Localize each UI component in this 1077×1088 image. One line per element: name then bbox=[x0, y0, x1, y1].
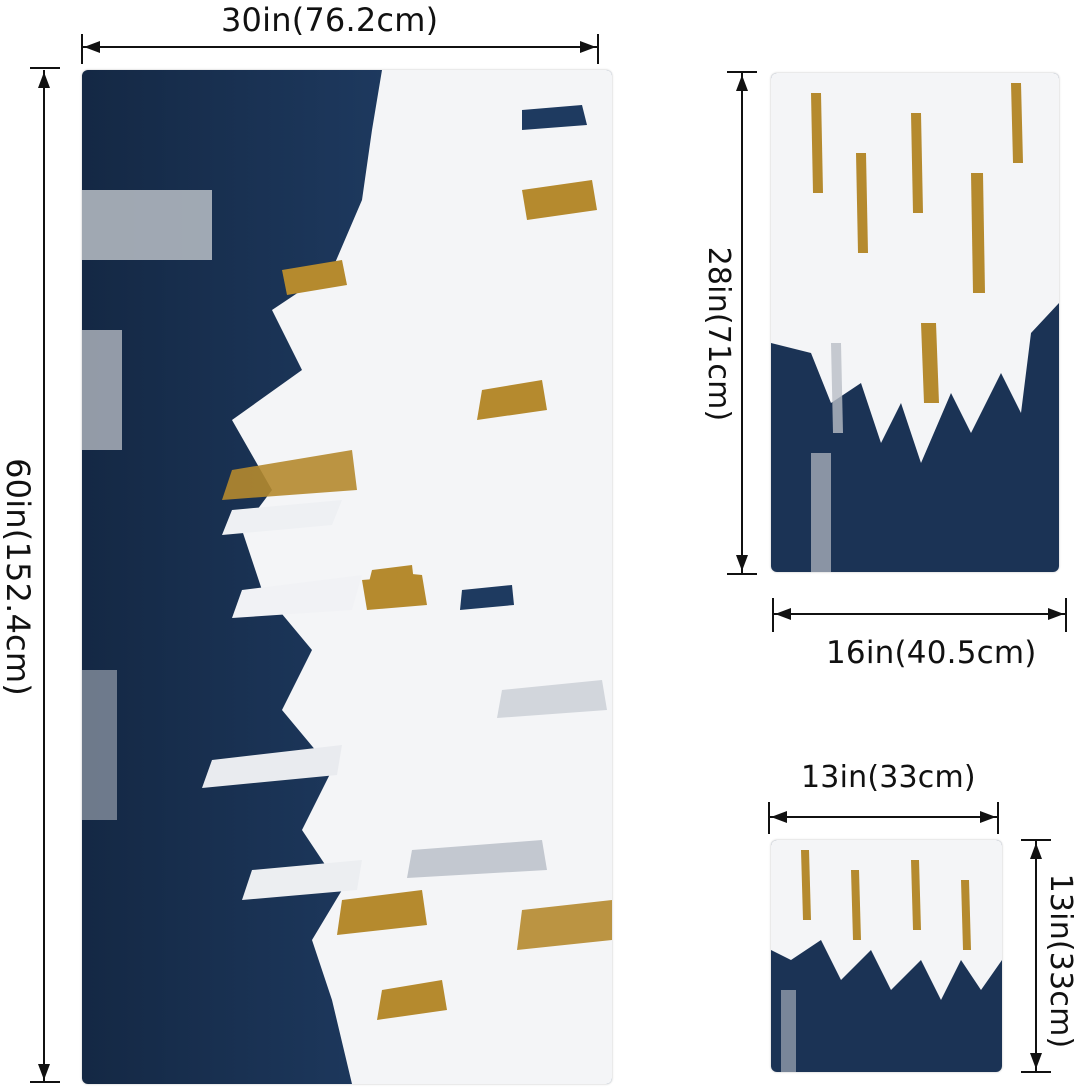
hand-height-label: 28in(71cm) bbox=[701, 246, 736, 422]
washcloth-image bbox=[771, 840, 1002, 1072]
bath-height-label: 60in(152.4cm) bbox=[0, 458, 37, 696]
bath-towel-image bbox=[82, 70, 612, 1084]
wash-height-label: 13in(33cm) bbox=[1043, 873, 1077, 1049]
bath-width-label: 30in(76.2cm) bbox=[221, 1, 439, 39]
hand-width-label: 16in(40.5cm) bbox=[826, 635, 1037, 671]
hand-towel-image bbox=[771, 73, 1059, 572]
wash-width-label: 13in(33cm) bbox=[801, 760, 976, 795]
